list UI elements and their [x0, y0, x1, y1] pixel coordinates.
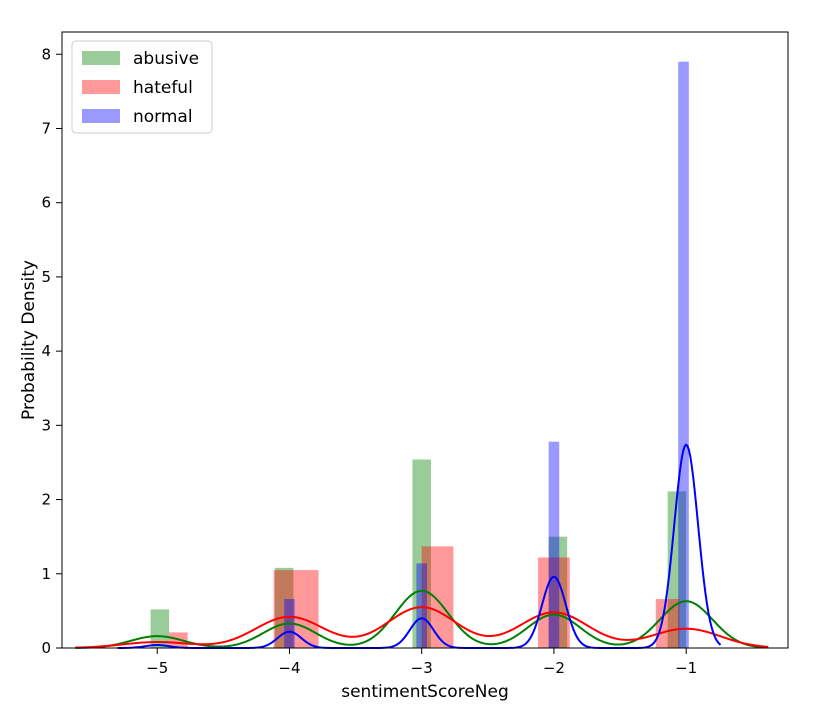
x-tick-label: −1 [675, 659, 697, 677]
bar-normal-1 [416, 563, 427, 648]
bar-abusive-1 [274, 567, 294, 648]
x-tick-label: −3 [411, 659, 433, 677]
x-tick-label: −5 [146, 659, 168, 677]
y-tick-label: 2 [41, 491, 51, 509]
y-tick-label: 4 [41, 342, 51, 360]
y-axis-ticks: 0 1 2 3 4 5 6 7 8 [41, 45, 62, 657]
legend-box [71, 40, 213, 134]
histogram-bars [150, 61, 689, 648]
bar-normal-3 [678, 61, 689, 648]
legend-label-abusive: abusive [133, 49, 199, 69]
y-tick-label: 3 [41, 416, 51, 434]
bar-hateful-2 [421, 546, 454, 648]
kde-line-abusive [75, 589, 769, 649]
legend-swatch-normal [82, 109, 120, 123]
x-tick-label: −4 [278, 659, 300, 677]
y-tick-label: 7 [41, 119, 51, 137]
bar-abusive-2 [412, 459, 431, 648]
kde-line-hateful [75, 606, 769, 649]
y-axis-label: Probability Density [19, 260, 39, 420]
y-tick-label: 0 [41, 639, 51, 657]
legend-swatch-abusive [82, 51, 120, 65]
y-tick-label: 5 [41, 268, 51, 286]
y-tick-label: 6 [41, 194, 51, 212]
y-tick-label: 8 [41, 45, 51, 63]
y-tick-label: 1 [41, 565, 51, 583]
x-axis-label: sentimentScoreNeg [341, 682, 509, 702]
bar-hateful-4 [655, 599, 680, 648]
bar-abusive-3 [548, 536, 568, 648]
legend: abusive hateful normal [71, 40, 213, 134]
legend-label-hateful: hateful [133, 78, 193, 98]
legend-swatch-hateful [82, 80, 120, 94]
legend-label-normal: normal [133, 107, 193, 127]
x-tick-label: −2 [543, 659, 565, 677]
bar-normal-2 [548, 441, 560, 648]
bar-abusive-4 [667, 491, 687, 648]
plot-frame [61, 31, 789, 649]
x-axis-ticks: −5 −4 −3 −2 −1 [146, 648, 697, 677]
bar-abusive-0 [150, 609, 170, 648]
